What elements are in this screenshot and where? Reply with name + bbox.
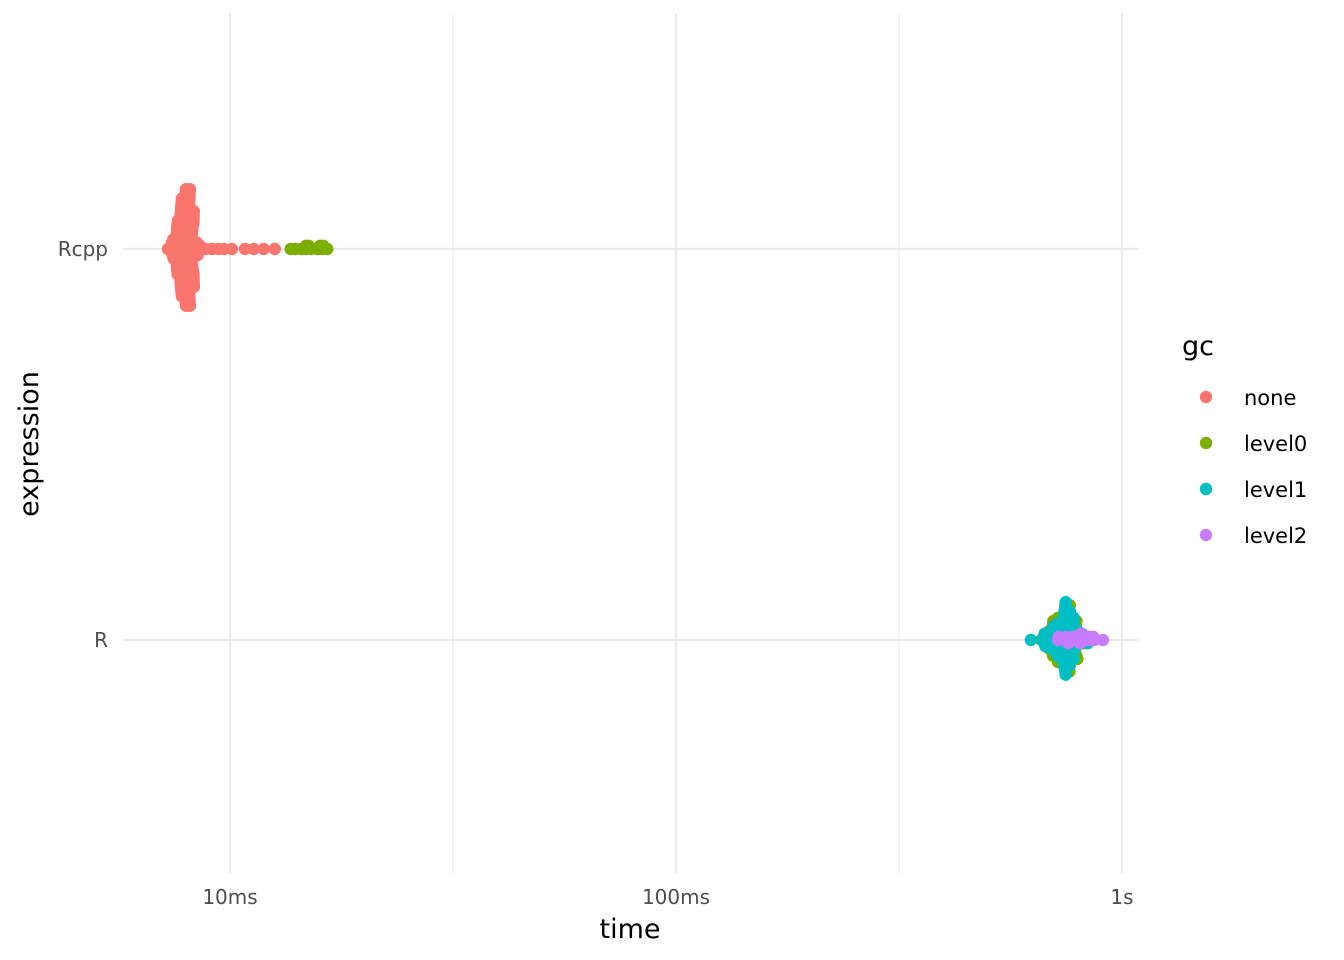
point-rcpp-none [238, 242, 252, 256]
point-rcpp-none [268, 242, 281, 256]
point-r-level1 [1059, 668, 1072, 681]
legend-label-none: none [1244, 386, 1296, 410]
legend-label-level1: level1 [1244, 478, 1307, 502]
x-axis-title: time [599, 914, 660, 945]
point-rcpp-none [183, 299, 197, 312]
point-r-level1 [1067, 611, 1081, 625]
x-tick-label-1: 100ms [642, 885, 710, 909]
point-rcpp-none [187, 280, 201, 293]
legend-label-level0: level0 [1244, 432, 1307, 456]
point-rcpp-none [257, 242, 270, 256]
x-axis-tick-labels: 10ms 100ms 1s [202, 885, 1133, 909]
y-tick-label-1: R [94, 628, 108, 652]
point-rcpp-none [183, 182, 197, 196]
point-r-level1 [1024, 633, 1038, 647]
point-rcpp-none [225, 242, 239, 256]
legend: gc none level0 level1 level2 [1182, 331, 1307, 548]
legend-title: gc [1182, 331, 1214, 362]
legend-key-level1 [1199, 482, 1213, 496]
point-rcpp-level0 [321, 242, 334, 256]
y-axis-title: expression [14, 371, 45, 517]
x-tick-label-0: 10ms [202, 885, 257, 909]
point-r-level1 [1059, 596, 1072, 609]
data-points [161, 182, 1110, 681]
y-tick-label-0: Rcpp [58, 237, 108, 261]
legend-key-level0 [1199, 436, 1213, 450]
y-axis-tick-labels: Rcpp R [58, 237, 108, 652]
legend-label-level2: level2 [1244, 524, 1307, 548]
grid-lines [123, 14, 1139, 873]
legend-key-none [1199, 390, 1213, 404]
point-rcpp-none [187, 205, 201, 218]
point-r-level1 [1067, 652, 1080, 666]
point-rcpp-none [247, 242, 260, 256]
legend-key-level2 [1199, 528, 1213, 542]
x-tick-label-2: 1s [1110, 885, 1133, 909]
point-r-level2 [1096, 633, 1110, 647]
